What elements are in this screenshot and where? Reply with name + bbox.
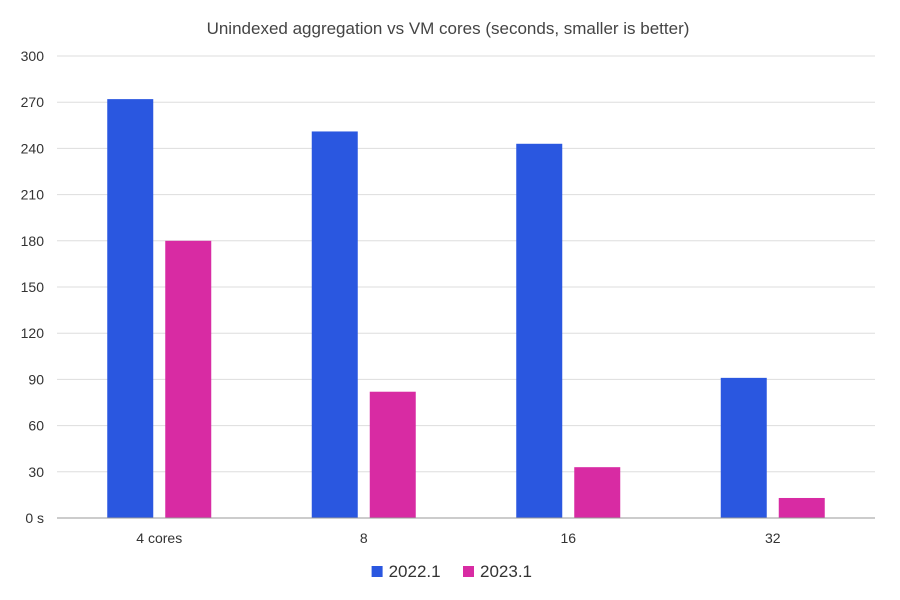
legend-swatch bbox=[463, 566, 474, 577]
legend-swatch bbox=[371, 566, 383, 577]
y-tick-label: 60 bbox=[28, 418, 44, 434]
x-tick-label: 8 bbox=[360, 530, 368, 546]
y-tick-label: 120 bbox=[21, 325, 45, 341]
bar-2023-1-3 bbox=[778, 497, 825, 518]
bars bbox=[107, 99, 825, 519]
legend: 2022.1 2023.1 bbox=[371, 562, 532, 581]
y-tick-label: 90 bbox=[28, 371, 44, 387]
x-tick-label: 4 cores bbox=[136, 530, 182, 546]
x-axis-ticks: 4 cores 8 16 32 bbox=[136, 530, 780, 546]
legend-label: 2022.1 bbox=[389, 562, 441, 581]
bar-2022-1-0 bbox=[107, 99, 154, 519]
bar-2022-1-3 bbox=[720, 377, 767, 518]
x-tick-label: 32 bbox=[765, 530, 781, 546]
y-axis-ticks: 0 s 30 60 90 120 150 180 210 240 270 300 bbox=[21, 48, 45, 526]
y-tick-label: 180 bbox=[21, 233, 45, 249]
y-tick-label: 150 bbox=[21, 279, 45, 295]
chart-title: Unindexed aggregation vs VM cores (secon… bbox=[207, 19, 690, 38]
y-tick-label: 240 bbox=[21, 140, 45, 156]
bar-2023-1-2 bbox=[574, 467, 621, 518]
bar-2022-1-2 bbox=[516, 143, 563, 518]
legend-label: 2023.1 bbox=[480, 562, 532, 581]
bar-2022-1-1 bbox=[311, 131, 358, 518]
y-tick-label: 270 bbox=[21, 94, 45, 110]
bar-2023-1-0 bbox=[165, 240, 212, 519]
y-tick-label: 0 s bbox=[25, 510, 44, 526]
x-tick-label: 16 bbox=[560, 530, 576, 546]
bar-2023-1-1 bbox=[369, 391, 416, 518]
y-tick-label: 30 bbox=[28, 464, 44, 480]
y-tick-label: 300 bbox=[21, 48, 45, 64]
y-tick-label: 210 bbox=[21, 187, 45, 203]
